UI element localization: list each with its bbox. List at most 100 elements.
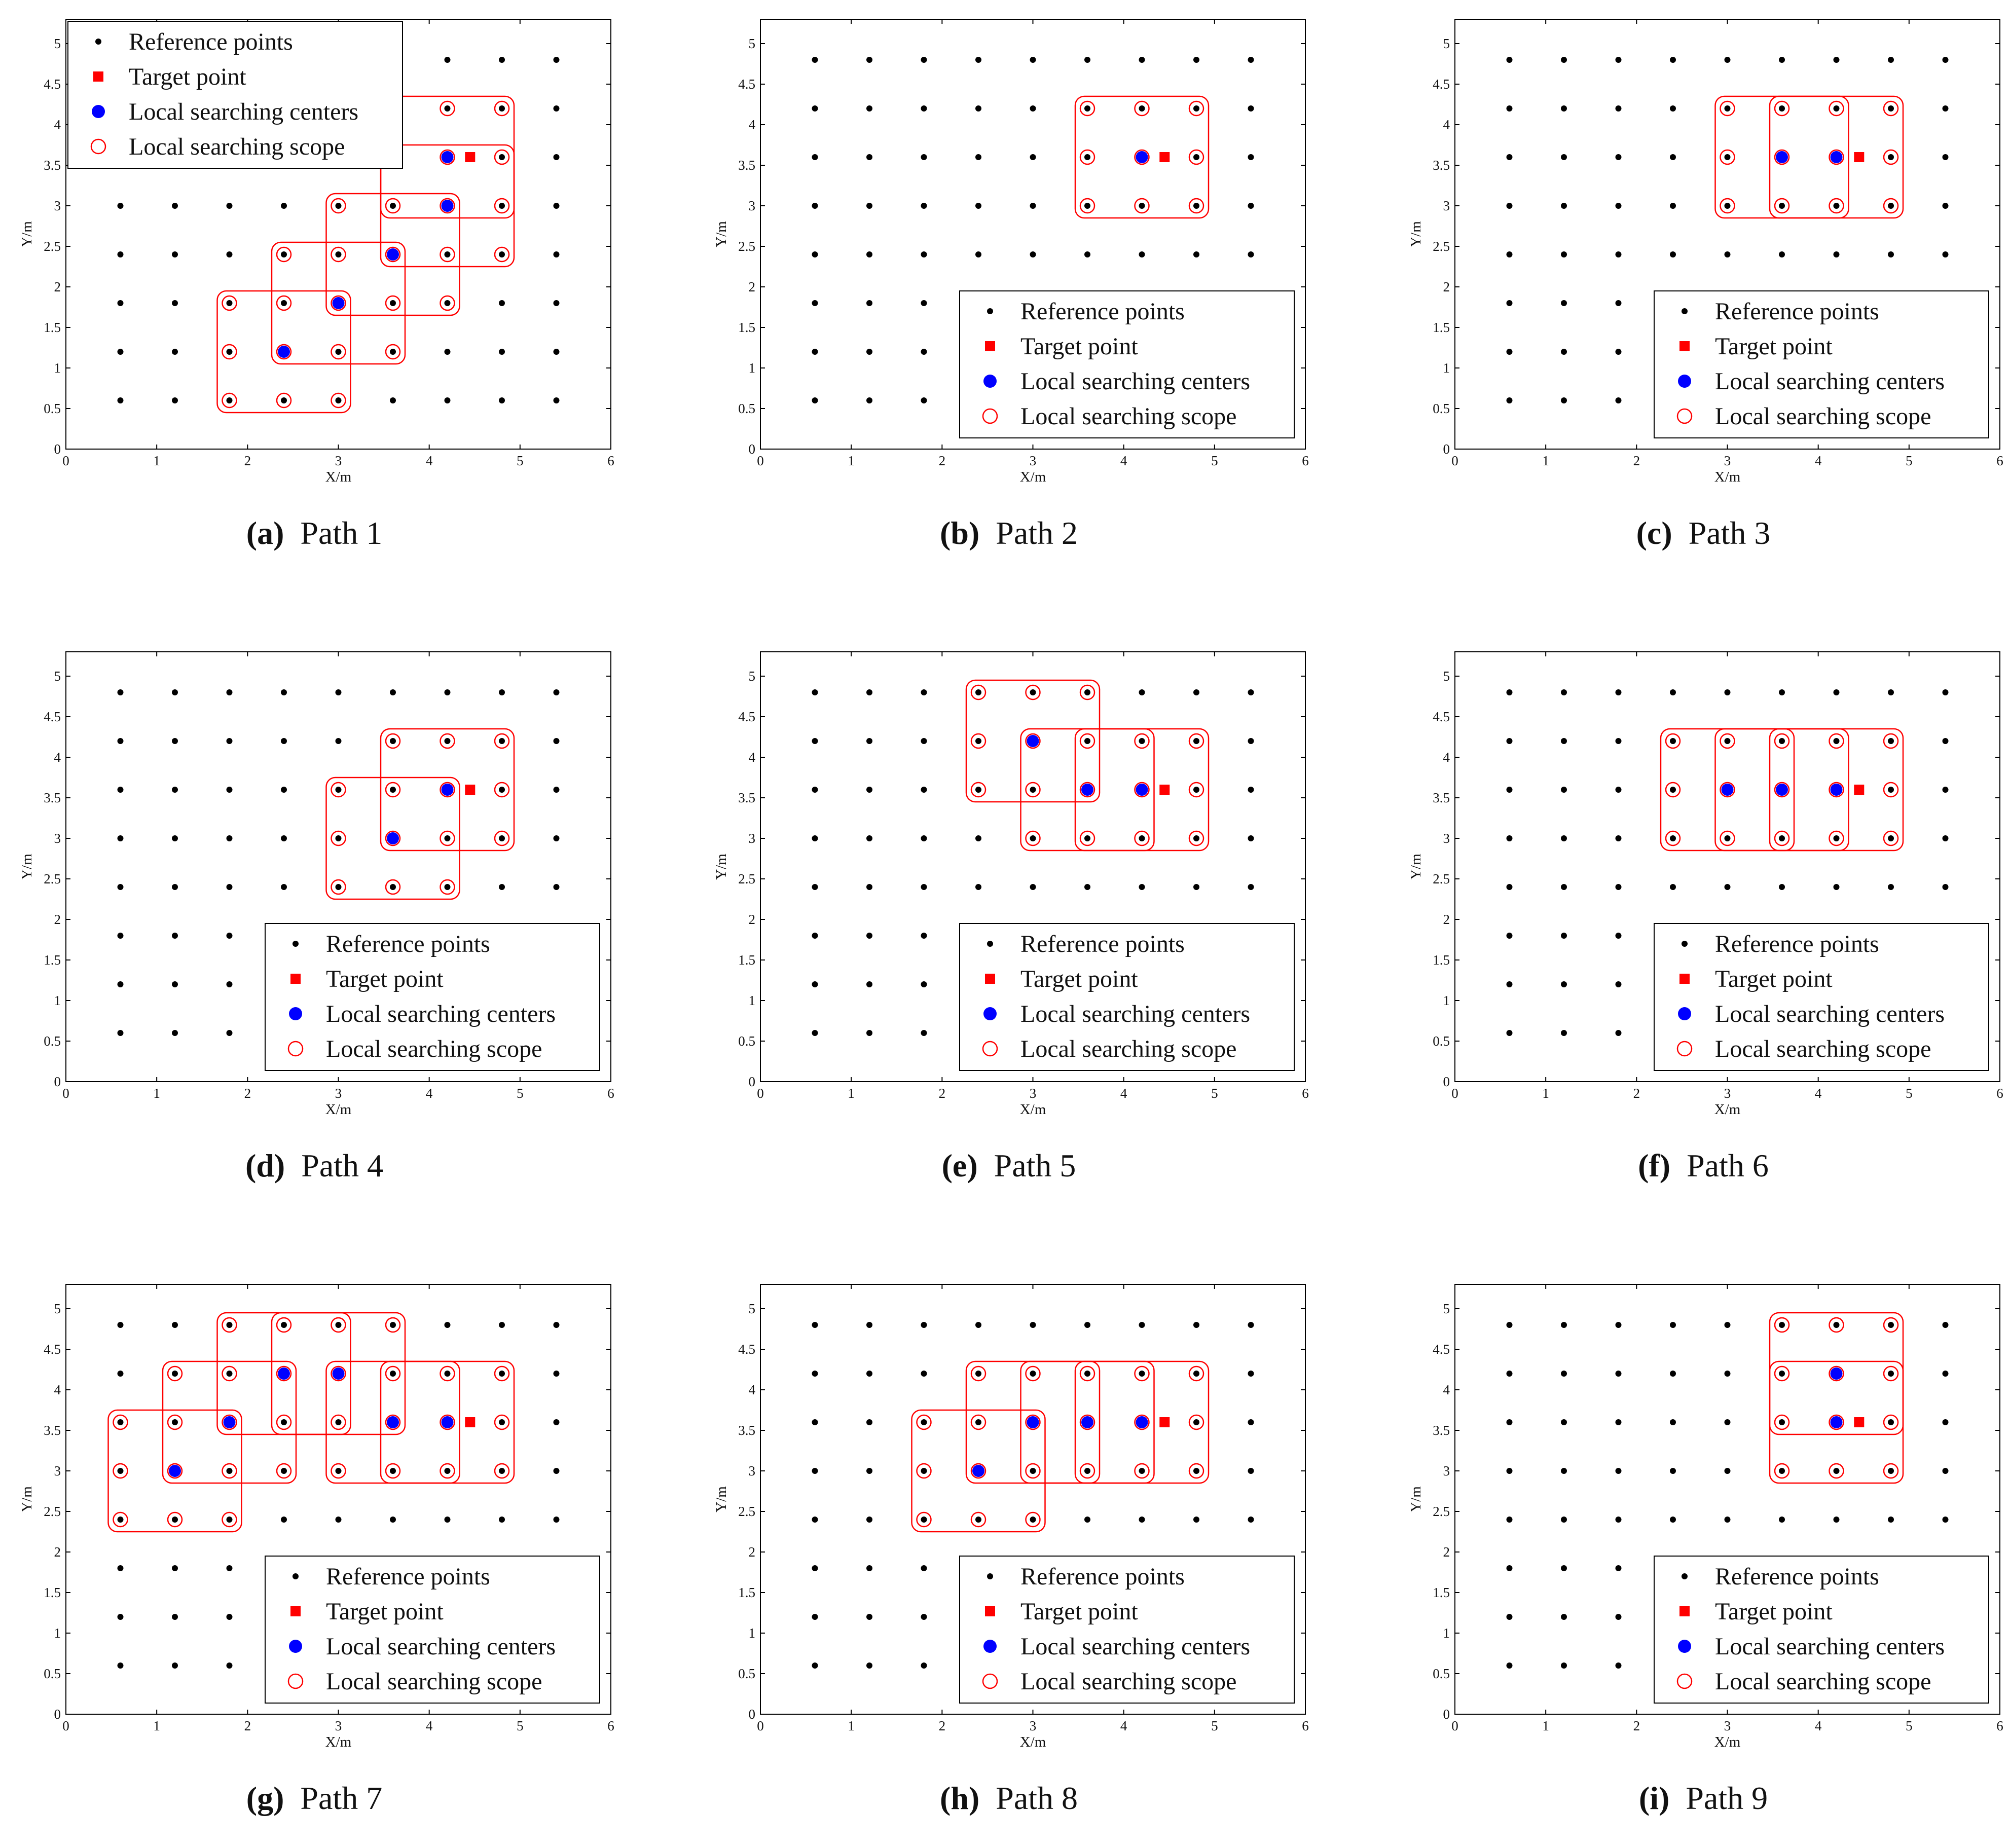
scope-marker	[1774, 149, 1790, 165]
reference-point	[226, 1468, 233, 1474]
scope-marker	[1883, 830, 1899, 846]
legend-box	[265, 1556, 600, 1704]
y-tick-label: 2.5	[44, 871, 61, 886]
caption-title: Path 9	[1686, 1780, 1768, 1816]
legend-marker-center	[983, 375, 997, 388]
legend-marker-center	[289, 1007, 302, 1020]
scope-marker	[222, 344, 237, 360]
reference-point	[1030, 787, 1036, 793]
search-window	[380, 728, 515, 852]
reference-point	[117, 1565, 124, 1571]
reference-point	[1615, 397, 1622, 403]
scope-marker	[1720, 782, 1735, 798]
center-marker	[441, 1416, 454, 1428]
scope-marker	[1188, 782, 1204, 798]
reference-point	[1139, 1468, 1145, 1474]
center-marker	[1027, 1416, 1039, 1428]
y-tick-label: 4.5	[44, 1342, 61, 1357]
reference-point	[812, 57, 818, 63]
scope-marker	[970, 1511, 987, 1528]
scope-marker	[1720, 733, 1735, 749]
x-tick-label: 5	[1906, 1718, 1913, 1733]
reference-point	[1506, 1419, 1513, 1425]
reference-point	[1670, 57, 1676, 63]
y-axis-label: Y/m	[19, 1486, 35, 1512]
scope-marker	[1188, 1365, 1204, 1382]
reference-point	[281, 738, 287, 744]
y-tick-label: 5	[1443, 1301, 1450, 1316]
caption-title: Path 7	[300, 1780, 383, 1816]
chart-h: 0 1 2 3 4 5 6 0 0.5 1 1.5 2 2.5 3 3.5 4 4.5 5 X/m Y/m Refere…	[713, 1284, 1309, 1750]
legend-marker-scope	[982, 408, 998, 424]
legend-label: Target point	[1020, 333, 1138, 360]
scope-marker	[1079, 1414, 1095, 1430]
scope-marker	[1829, 1365, 1844, 1382]
search-window	[1769, 728, 1904, 852]
caption-g: (g) Path 7	[0, 1780, 629, 1817]
reference-point	[1506, 1662, 1513, 1669]
scope-marker	[1774, 100, 1790, 117]
y-tick-label: 3	[54, 198, 61, 213]
reference-point	[1888, 689, 1894, 695]
reference-point	[1942, 1517, 1949, 1523]
caption-c: (c) Path 3	[1389, 514, 2009, 552]
x-tick-label: 3	[1724, 1718, 1731, 1733]
reference-point	[553, 787, 560, 793]
scope-marker	[331, 392, 346, 409]
reference-point	[1139, 1517, 1145, 1523]
y-tick-label: 1	[1443, 360, 1450, 376]
x-tick-label: 6	[607, 1086, 614, 1101]
reference-point	[1670, 154, 1676, 160]
reference-point	[172, 884, 178, 890]
reference-point	[921, 1468, 927, 1474]
y-tick-label: 5	[749, 36, 756, 51]
reference-point	[1724, 689, 1731, 695]
legend-label: Reference points	[1020, 1563, 1185, 1590]
scope-marker	[1188, 733, 1204, 749]
scope-marker	[385, 782, 401, 798]
legend-marker-scope	[287, 1041, 304, 1057]
y-tick-label: 4.5	[738, 709, 755, 724]
scope-marker	[1134, 1463, 1150, 1479]
reference-point	[1833, 105, 1840, 112]
y-axis-label: Y/m	[713, 1486, 729, 1512]
scope-marker	[1774, 733, 1790, 749]
scope-marker	[970, 733, 987, 749]
legend-marker-target	[93, 71, 103, 82]
reference-point	[1193, 787, 1199, 793]
scope-marker	[1665, 830, 1681, 846]
reference-point	[281, 884, 287, 890]
y-tick-label: 1.5	[1433, 320, 1450, 335]
subfigure-c: 0 1 2 3 4 5 6 0 0.5 1 1.5 2 2.5 3 3.5 4 4.5 5 X/m Y/m Refere…	[1389, 0, 2009, 583]
scope-marker	[1774, 782, 1790, 798]
search-window	[162, 1360, 297, 1484]
y-tick-label: 2.5	[1433, 871, 1450, 886]
legend-label: Target point	[1020, 1598, 1138, 1625]
reference-point	[1670, 1468, 1676, 1474]
reference-point	[975, 251, 981, 257]
scope-marker	[1829, 782, 1844, 798]
reference-point	[226, 397, 233, 403]
reference-point	[553, 1517, 560, 1523]
reference-point	[117, 1468, 124, 1474]
center-marker	[1721, 784, 1734, 796]
reference-point	[1833, 1517, 1840, 1523]
chart-d: 0 1 2 3 4 5 6 0 0.5 1 1.5 2 2.5 3 3.5 4 4.5 5 X/m Y/m Refere…	[19, 651, 614, 1118]
reference-point	[1506, 689, 1513, 695]
search-window	[271, 241, 406, 365]
reference-point	[1506, 1565, 1513, 1571]
reference-point	[226, 349, 233, 355]
reference-point	[1724, 1468, 1731, 1474]
legend: Reference points Target point Local search…	[959, 923, 1295, 1071]
scope-marker	[385, 246, 401, 263]
x-tick-label: 0	[757, 1086, 764, 1101]
scope-marker	[494, 1463, 510, 1479]
legend-marker-reference	[293, 1573, 299, 1579]
y-tick-label: 0.5	[738, 401, 755, 416]
scope-marker	[331, 1365, 346, 1382]
reference-point	[1888, 1517, 1894, 1523]
reference-point	[1193, 105, 1199, 112]
reference-point	[1506, 349, 1513, 355]
y-tick-label: 0.5	[738, 1666, 755, 1681]
reference-point	[921, 203, 927, 209]
